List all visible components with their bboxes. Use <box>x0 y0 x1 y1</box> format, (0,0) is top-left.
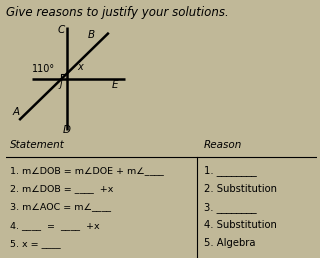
Text: C: C <box>57 25 64 35</box>
Text: J: J <box>60 80 62 90</box>
Text: A: A <box>12 107 20 117</box>
Text: 3. m∠AOC = m∠____: 3. m∠AOC = m∠____ <box>10 203 110 212</box>
Text: 110°: 110° <box>32 64 55 74</box>
Text: x: x <box>77 62 83 72</box>
Text: 4. ____  =  ____  +x: 4. ____ = ____ +x <box>10 221 99 230</box>
Text: 2. m∠DOB = ____  +x: 2. m∠DOB = ____ +x <box>10 184 113 194</box>
Text: D: D <box>63 125 71 135</box>
Text: 4. Substitution: 4. Substitution <box>204 220 276 230</box>
Text: 5. x = ____: 5. x = ____ <box>10 239 60 248</box>
Text: 3. ________: 3. ________ <box>204 201 256 213</box>
Text: 1. ________: 1. ________ <box>204 165 256 176</box>
Text: Statement: Statement <box>10 140 64 150</box>
Text: Reason: Reason <box>204 140 242 150</box>
Text: 5. Algebra: 5. Algebra <box>204 238 255 248</box>
Text: 1. m∠DOB = m∠DOE + m∠____: 1. m∠DOB = m∠DOE + m∠____ <box>10 166 163 175</box>
Text: Give reasons to justify your solutions.: Give reasons to justify your solutions. <box>6 6 229 19</box>
Text: 2. Substitution: 2. Substitution <box>204 184 276 194</box>
Text: B: B <box>88 30 95 40</box>
Text: E: E <box>112 80 118 90</box>
